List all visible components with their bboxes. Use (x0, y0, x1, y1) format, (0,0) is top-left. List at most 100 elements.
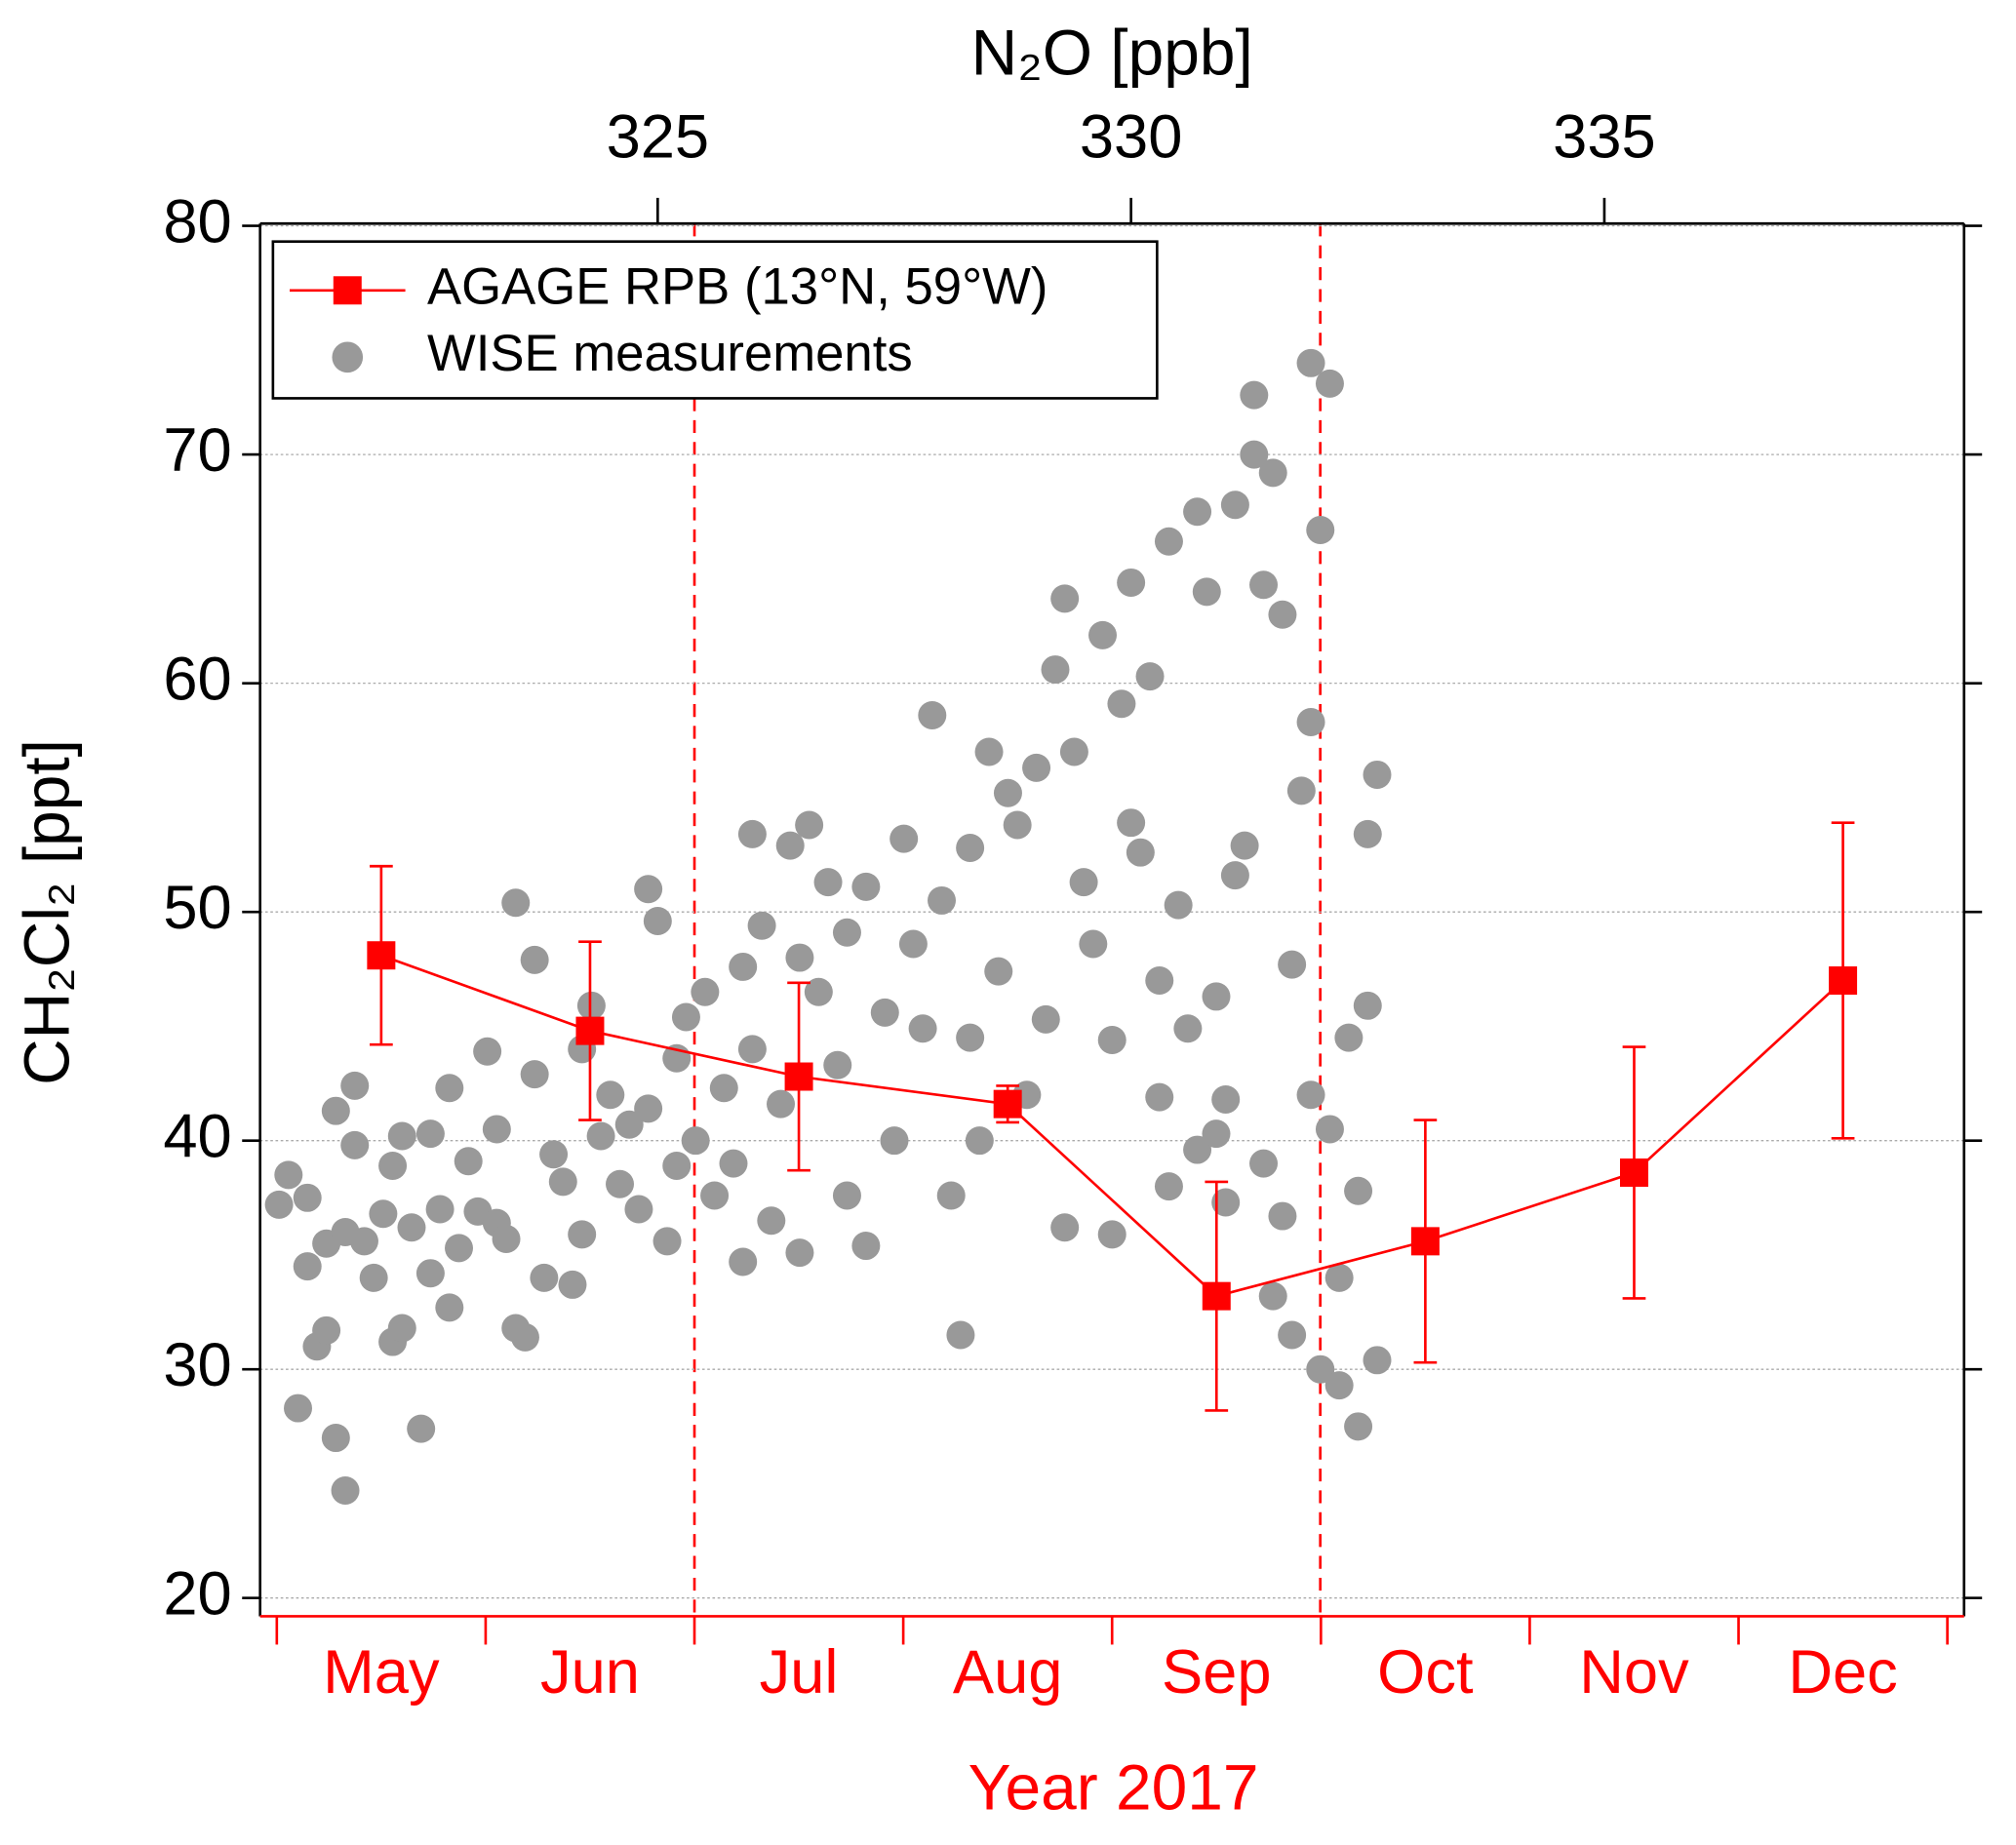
wise-point (956, 833, 985, 862)
x-tick-label: 335 (1553, 103, 1656, 172)
wise-point (1003, 810, 1032, 840)
wise-point (576, 991, 606, 1020)
wise-point (928, 885, 957, 915)
legend-box (271, 240, 1159, 400)
wise-point (1154, 1172, 1183, 1201)
wise-point (274, 1160, 303, 1190)
wise-point (1344, 1412, 1373, 1441)
agage-line (380, 954, 1844, 1298)
wise-point (321, 1424, 350, 1453)
wise-point (889, 824, 919, 853)
y-tick-label: 80 (163, 187, 231, 255)
wise-point (510, 1322, 539, 1352)
wise-point (340, 1130, 370, 1159)
wise-point (1306, 1354, 1335, 1384)
wise-point (586, 1121, 615, 1151)
wise-point (614, 1110, 644, 1139)
wise-point (691, 977, 720, 1006)
wise-point (435, 1293, 464, 1322)
x2-tick-label: Sep (1162, 1638, 1272, 1707)
wise-point (634, 875, 663, 904)
agage-marker (1829, 966, 1858, 996)
wise-point (1240, 440, 1269, 469)
x2-tick-label: Jul (760, 1638, 839, 1707)
x2-tick-label: May (323, 1638, 440, 1707)
x2-tick-label: Jun (540, 1638, 640, 1707)
wise-point (1126, 838, 1155, 867)
wise-point (284, 1394, 313, 1423)
wise-point (709, 1074, 738, 1103)
wise-point (700, 1181, 730, 1210)
wise-point (1353, 991, 1382, 1020)
wise-point (264, 1190, 294, 1219)
wise-point (501, 888, 531, 918)
wise-point (1022, 753, 1051, 782)
x-tick-label: 325 (607, 103, 710, 172)
wise-point (729, 952, 758, 981)
wise-point (918, 700, 947, 729)
wise-point (1097, 1025, 1127, 1054)
wise-point (898, 929, 928, 959)
wise-point (1079, 929, 1108, 959)
y-tick-label: 30 (163, 1331, 231, 1399)
wise-point (832, 918, 861, 947)
wise-point (1334, 1023, 1364, 1052)
y-tick-label: 50 (163, 874, 231, 942)
wise-point (1117, 568, 1146, 597)
wise-point (984, 957, 1013, 986)
wise-point (785, 1238, 814, 1268)
wise-point (1192, 577, 1221, 607)
wise-point (425, 1195, 455, 1224)
wise-point (1240, 380, 1269, 410)
x-axis-title: N₂O [ppb] (971, 17, 1253, 89)
wise-point (993, 778, 1022, 807)
wise-point (520, 1060, 549, 1089)
wise-point (1050, 584, 1080, 613)
wise-point (681, 1126, 710, 1156)
wise-point (415, 1119, 445, 1149)
wise-point (662, 1151, 692, 1180)
x2-tick-label: Nov (1579, 1638, 1689, 1707)
wise-point (737, 1035, 767, 1064)
wise-point (965, 1126, 994, 1156)
x2-tick-label: Aug (953, 1638, 1063, 1707)
x2-axis-title: Year 2017 (968, 1750, 1259, 1823)
wise-point (1363, 1346, 1392, 1375)
wise-point (624, 1195, 653, 1224)
wise-point (851, 872, 881, 901)
wise-point (671, 1002, 700, 1032)
wise-point (1202, 1119, 1231, 1149)
wise-point (606, 1169, 635, 1198)
wise-point (473, 1037, 502, 1066)
wise-point (946, 1320, 975, 1350)
wise-point (1107, 689, 1136, 719)
wise-point (974, 737, 1004, 766)
y-tick-label: 70 (163, 416, 231, 485)
wise-point (1258, 1281, 1287, 1311)
wise-point (832, 1181, 861, 1210)
wise-point (293, 1252, 322, 1281)
wise-point (1324, 1371, 1354, 1400)
wise-point (548, 1167, 577, 1197)
wise-point (652, 1227, 682, 1256)
wise-point (1135, 662, 1165, 691)
agage-marker (993, 1089, 1022, 1119)
wise-point (387, 1121, 416, 1151)
wise-point (757, 1206, 786, 1236)
wise-point (634, 1094, 663, 1123)
agage-marker (1202, 1281, 1231, 1311)
legend-label: AGAGE RPB (13°N, 59°W) (427, 258, 1048, 316)
wise-point (785, 943, 814, 972)
wise-point (775, 831, 805, 860)
agage-marker (1619, 1158, 1648, 1188)
wise-point (1069, 868, 1098, 897)
x2-tick-label: Oct (1377, 1638, 1474, 1707)
legend-marker (332, 341, 364, 373)
wise-point (804, 977, 833, 1006)
wise-point (1031, 1004, 1060, 1034)
wise-point (331, 1475, 360, 1505)
wise-point (719, 1149, 748, 1178)
wise-point (407, 1414, 436, 1443)
